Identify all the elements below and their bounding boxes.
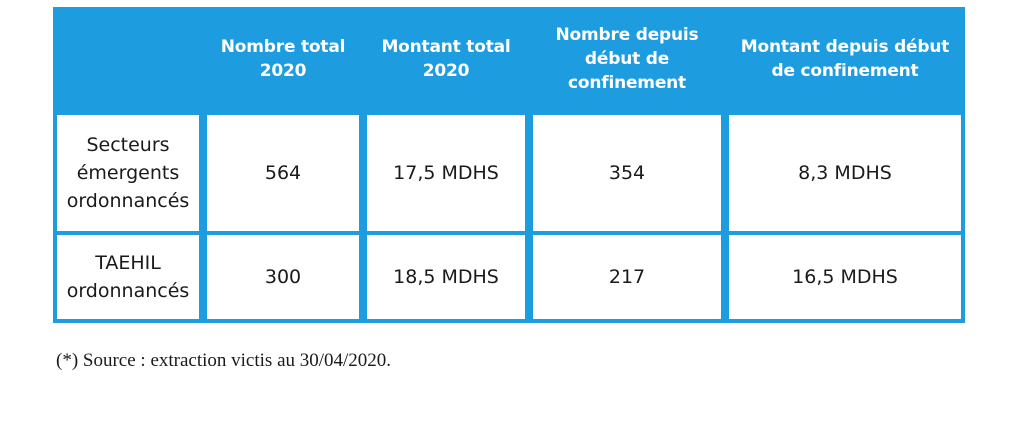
data-table: Nombre total 2020 Montant total 2020 Nom… — [53, 7, 965, 323]
header-montant-total: Montant total 2020 — [363, 7, 529, 111]
row-label-line: ordonnancés — [66, 190, 190, 212]
row-label-line: ordonnancés — [66, 280, 190, 302]
header-montant-confinement: Montant depuis début de confinement — [725, 7, 965, 111]
header-line: Montant depuis début — [740, 37, 950, 57]
row-label-taehil: TAEHIL ordonnancés — [57, 235, 199, 319]
header-line: Montant total — [381, 37, 511, 57]
header-line: Nombre total — [220, 37, 346, 57]
row-label-line: TAEHIL — [95, 252, 161, 274]
cell-nombre-total: 564 — [207, 115, 359, 231]
header-line: de confinement — [771, 61, 919, 81]
header-nombre-confinement: Nombre depuis début de confinement — [529, 7, 725, 111]
header-line: début de — [584, 49, 670, 69]
row-label-line: Secteurs — [86, 134, 170, 156]
header-line: 2020 — [422, 61, 470, 81]
source-footnote: (*) Source : extraction victis au 30/04/… — [56, 350, 392, 371]
cell-montant-total: 17,5 MDHS — [367, 115, 525, 231]
cell-nombre-confinement: 354 — [533, 115, 721, 231]
header-nombre-total: Nombre total 2020 — [203, 7, 363, 111]
row-label-secteurs: Secteurs émergents ordonnancés — [57, 115, 199, 231]
cell-nombre-confinement: 217 — [533, 235, 721, 319]
header-line: Nombre depuis — [555, 25, 699, 45]
cell-nombre-total: 300 — [207, 235, 359, 319]
header-corner-cell — [53, 7, 203, 111]
header-line: confinement — [567, 73, 686, 93]
cell-montant-confinement: 8,3 MDHS — [729, 115, 961, 231]
cell-montant-confinement: 16,5 MDHS — [729, 235, 961, 319]
row-label-line: émergents — [76, 162, 180, 184]
cell-montant-total: 18,5 MDHS — [367, 235, 525, 319]
header-line: 2020 — [259, 61, 307, 81]
